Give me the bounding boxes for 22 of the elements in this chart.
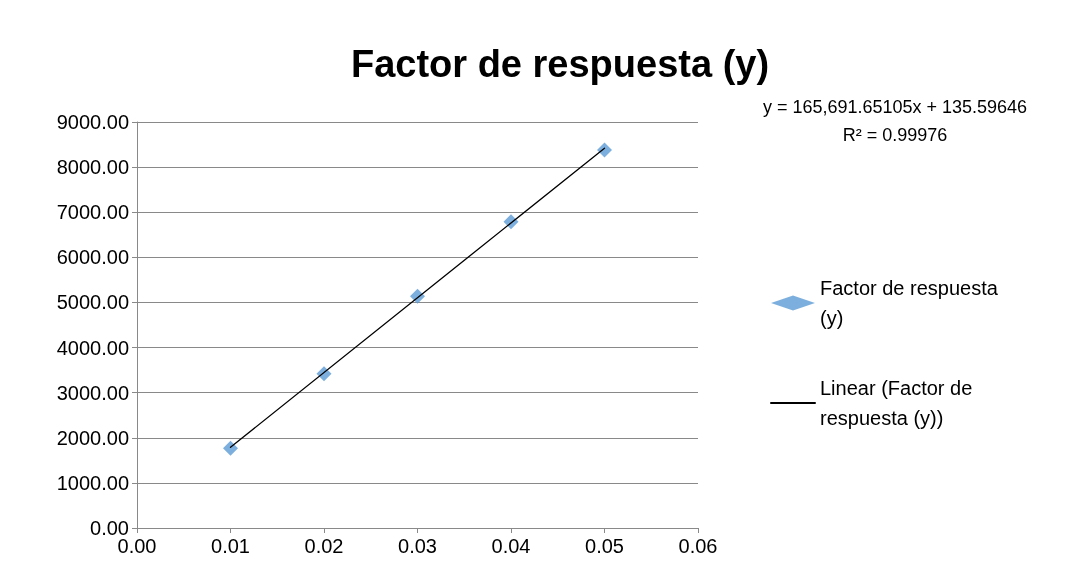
y-tick-label: 2000.00: [56, 426, 129, 449]
text: y = 165,691.65105x + 135.59646: [762, 97, 1028, 117]
y-tick-label: 9000.00: [56, 111, 129, 133]
x-tick-label: 0.05: [585, 535, 624, 557]
x-tick-label: 0.02: [304, 535, 344, 557]
chart-title: Factor de respuesta (y): [350, 43, 770, 85]
x-tick-label: 0.04: [491, 535, 531, 557]
point: [223, 440, 238, 456]
y-tick-label: 6000.00: [56, 246, 129, 269]
legend-label: Factor de respuesta (y): [820, 277, 1004, 329]
point: [597, 142, 612, 158]
y-tick-label: 4000.00: [56, 336, 129, 359]
y-tick-label: 7000.00: [56, 201, 129, 224]
x-tick-label: 0.03: [398, 535, 437, 557]
text: R² = 0.99976: [842, 125, 948, 145]
y-tick-label: 5000.00: [56, 291, 129, 314]
x-tick-label: 0.06: [678, 535, 718, 557]
legend-label: Linear (Factor de respuesta (y)): [820, 377, 978, 429]
y-tick-label: 8000.00: [56, 156, 129, 179]
y-tick-label: 3000.00: [56, 381, 129, 404]
y-tick-label: 1000.00: [56, 471, 129, 494]
x-tick-label: 0.01: [211, 535, 250, 557]
